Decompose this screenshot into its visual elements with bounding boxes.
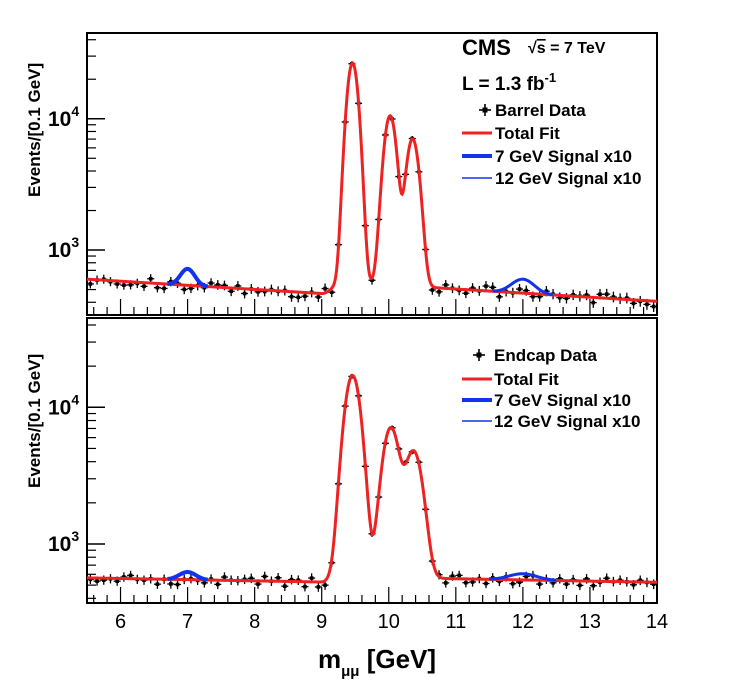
endcap-y-minor-ticks bbox=[87, 324, 96, 599]
data-point bbox=[174, 579, 182, 590]
data-point bbox=[589, 297, 597, 308]
svg-text:√s = 7 TeV: √s = 7 TeV bbox=[528, 40, 606, 57]
endcap-y-axis-title: Events/[0.1 GeV] bbox=[25, 354, 44, 488]
x-tick-label: 6 bbox=[115, 611, 126, 633]
barrel-total-fit-line bbox=[86, 61, 658, 303]
endcap-panel: 103 104 Endcap Data Total Fit 7 GeV Signa… bbox=[48, 317, 658, 604]
x-tick-label: 9 bbox=[316, 611, 327, 633]
luminosity-label: L = 1.3 fb-1 bbox=[462, 70, 556, 95]
data-point bbox=[281, 581, 289, 591]
legend-label-signal7: 7 GeV Signal x10 bbox=[494, 391, 631, 410]
y-tick-label: 103 bbox=[48, 528, 79, 556]
y-tick-label: 104 bbox=[48, 391, 79, 419]
x-axis-title-unit: [GeV] bbox=[359, 644, 436, 674]
energy-value: = 7 TeV bbox=[546, 40, 606, 57]
data-point bbox=[650, 301, 658, 312]
data-point bbox=[153, 579, 161, 589]
legend-marker-data-icon bbox=[473, 349, 485, 361]
barrel-y-minor-ticks bbox=[87, 39, 96, 303]
x-tick-label: 11 bbox=[445, 611, 466, 633]
energy-s: s bbox=[537, 40, 546, 57]
energy-root-symbol: √ bbox=[528, 40, 537, 57]
barrel-y-axis-title: Events/[0.1 GeV] bbox=[25, 63, 44, 197]
endcap-panel-frame bbox=[86, 317, 658, 604]
x-axis-title-symbol: m bbox=[318, 644, 341, 674]
y-tick-label: 103 bbox=[48, 234, 79, 262]
x-tick-labels: 6 7 8 9 10 11 12 13 14 bbox=[115, 611, 668, 633]
cms-label: CMS bbox=[462, 35, 511, 60]
legend-label-data: Barrel Data bbox=[495, 101, 586, 120]
x-tick-label: 7 bbox=[182, 611, 193, 633]
data-point bbox=[294, 292, 302, 303]
barrel-7gev-signal-line bbox=[167, 266, 209, 289]
y-tick-label: 104 bbox=[48, 103, 79, 131]
barrel-panel: 103 104 CMS √s = 7 TeV L = 1.3 fb-1 Barre… bbox=[48, 32, 658, 316]
legend-label-fit: Total Fit bbox=[494, 370, 559, 389]
endcap-legend: Endcap Data Total Fit 7 GeV Signal x10 1… bbox=[462, 346, 640, 431]
luminosity-exponent: -1 bbox=[545, 70, 557, 85]
endcap-y-major-ticks: 103 104 bbox=[48, 391, 105, 556]
data-point bbox=[86, 279, 94, 289]
data-point bbox=[609, 291, 617, 303]
barrel-x-ticks bbox=[93, 299, 658, 315]
x-tick-label: 12 bbox=[512, 611, 534, 633]
energy-label: √s = 7 TeV bbox=[528, 40, 606, 57]
x-tick-label: 8 bbox=[249, 611, 260, 633]
barrel-legend: Barrel Data Total Fit 7 GeV Signal x10 1… bbox=[462, 101, 641, 188]
endcap-x-ticks bbox=[93, 587, 658, 603]
data-point bbox=[301, 581, 309, 592]
barrel-12gev-signal-line bbox=[492, 277, 554, 297]
barrel-y-major-ticks: 103 104 bbox=[48, 103, 105, 262]
data-point bbox=[495, 291, 503, 302]
legend-label-data: Endcap Data bbox=[494, 346, 598, 365]
data-point bbox=[314, 582, 322, 592]
x-tick-label: 14 bbox=[646, 611, 668, 633]
x-axis-title: mμμ [GeV] bbox=[318, 644, 436, 680]
endcap-total-fit-line bbox=[86, 373, 658, 584]
legend-label-fit: Total Fit bbox=[495, 124, 560, 143]
legend-label-signal12: 12 GeV Signal x10 bbox=[494, 412, 640, 431]
legend-marker-data-icon bbox=[479, 104, 491, 116]
x-tick-label: 10 bbox=[378, 611, 400, 633]
data-point bbox=[288, 291, 296, 302]
endcap-7gev-signal-line bbox=[167, 570, 208, 582]
endcap-12gev-signal-line bbox=[489, 572, 557, 582]
legend-label-signal7: 7 GeV Signal x10 bbox=[495, 147, 632, 166]
barrel-panel-frame bbox=[86, 32, 658, 316]
luminosity-value: L = 1.3 fb bbox=[462, 74, 545, 95]
x-tick-label: 13 bbox=[579, 611, 601, 633]
x-axis-title-subscript: μμ bbox=[341, 663, 359, 680]
legend-label-signal12: 12 GeV Signal x10 bbox=[495, 169, 641, 188]
